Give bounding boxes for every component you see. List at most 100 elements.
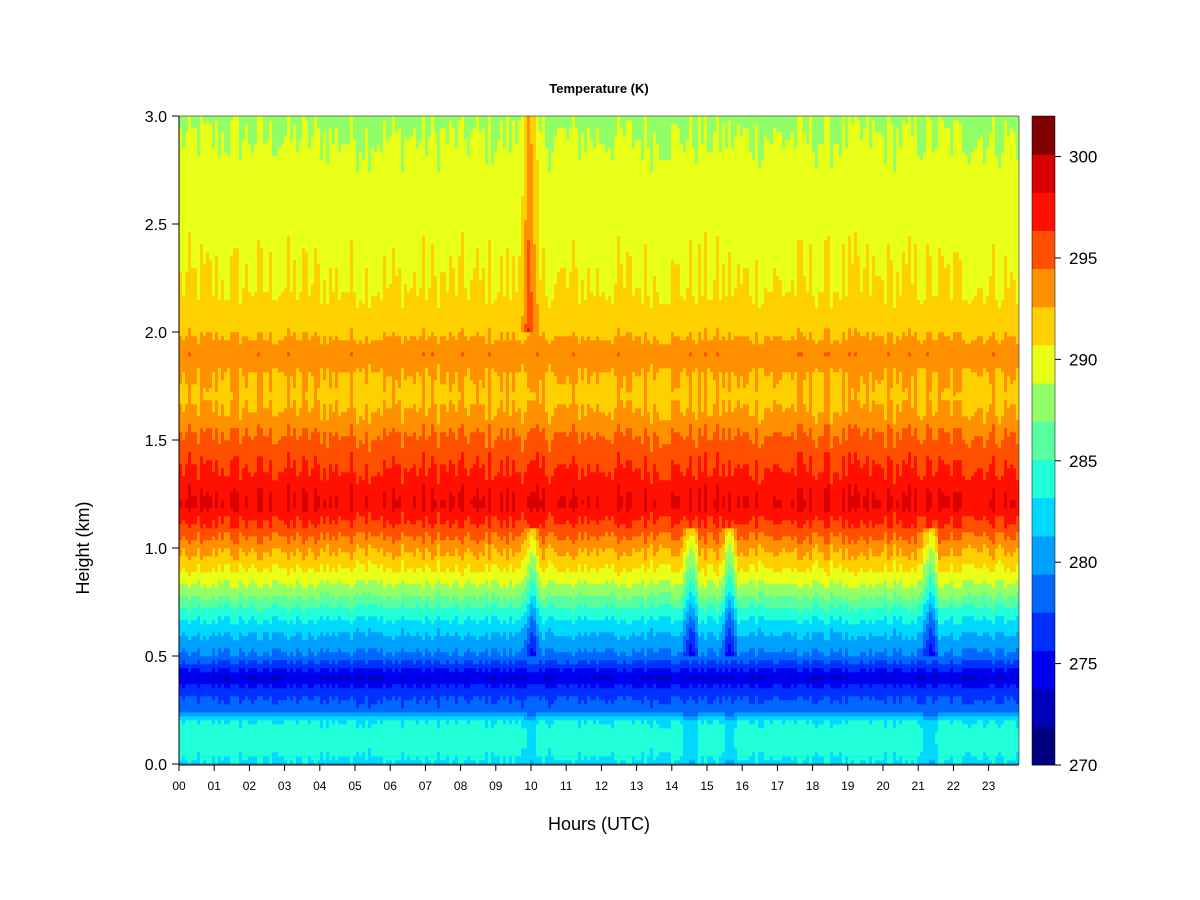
heatmap-cell (446, 412, 450, 437)
heatmap-cell (461, 712, 465, 717)
heatmap-cell (461, 656, 465, 665)
heatmap-cell (233, 672, 237, 685)
heatmap-cell (449, 588, 453, 601)
heatmap-cell (212, 620, 216, 633)
heatmap-cell (482, 760, 486, 764)
heatmap-cell (389, 620, 393, 637)
heatmap-cell (635, 636, 639, 653)
heatmap-cell (665, 660, 669, 669)
heatmap-cell (278, 412, 282, 441)
heatmap-cell (497, 660, 501, 669)
heatmap-cell (623, 288, 627, 337)
heatmap-cell (545, 632, 549, 649)
heatmap-cell (662, 160, 666, 305)
heatmap-cell (665, 304, 669, 345)
heatmap-cell (392, 624, 396, 641)
heatmap-cell (212, 440, 216, 473)
heatmap-cell (665, 648, 669, 661)
heatmap-cell (215, 716, 219, 721)
heatmap-cell (332, 116, 336, 145)
heatmap-cell (332, 340, 336, 373)
heatmap-cell (281, 340, 285, 373)
heatmap-cell (593, 440, 597, 473)
heatmap-cell (326, 704, 330, 713)
heatmap-cell (578, 580, 582, 593)
heatmap-cell (704, 116, 708, 233)
heatmap-cell (299, 668, 303, 689)
heatmap-cell (587, 668, 591, 685)
heatmap-cell (488, 512, 492, 529)
heatmap-cell (458, 492, 462, 509)
heatmap-cell (392, 588, 396, 601)
heatmap-cell (512, 120, 516, 257)
heatmap-cell (539, 500, 543, 509)
heatmap-cell (266, 652, 270, 661)
heatmap-cell (236, 428, 240, 457)
heatmap-cell (437, 668, 441, 677)
heatmap-cell (242, 584, 246, 597)
heatmap-cell (620, 388, 624, 401)
heatmap-cell (332, 680, 336, 689)
heatmap-cell (701, 724, 705, 757)
heatmap-cell (509, 596, 513, 605)
heatmap-cell (482, 540, 486, 557)
heatmap-cell (461, 696, 465, 713)
heatmap-cell (614, 116, 618, 137)
heatmap-cell (686, 668, 690, 689)
heatmap-cell (389, 712, 393, 717)
heatmap-cell (275, 616, 279, 633)
heatmap-cell (263, 472, 267, 521)
heatmap-cell (479, 432, 483, 469)
heatmap-cell (230, 508, 234, 529)
heatmap-cell (710, 668, 714, 677)
heatmap-cell (575, 760, 579, 764)
heatmap-cell (305, 556, 309, 573)
heatmap-cell (314, 684, 318, 697)
heatmap-cell (257, 424, 261, 457)
heatmap-cell (422, 356, 426, 425)
heatmap-cell (197, 116, 201, 157)
heatmap-cell (611, 604, 615, 617)
heatmap-cell (431, 612, 435, 625)
heatmap-cell (512, 460, 516, 493)
heatmap-cell (332, 584, 336, 597)
heatmap-cell (719, 152, 723, 301)
heatmap-cell (449, 712, 453, 717)
heatmap-cell (647, 548, 651, 569)
heatmap-cell (407, 408, 411, 437)
heatmap-cell (605, 724, 609, 757)
heatmap-cell (590, 436, 594, 473)
heatmap-cell (266, 116, 270, 141)
heatmap-cell (449, 428, 453, 461)
heatmap-cell (440, 384, 444, 405)
heatmap-cell (668, 516, 672, 533)
heatmap-cell (683, 340, 687, 369)
heatmap-cell (647, 688, 651, 701)
heatmap-cell (722, 752, 726, 764)
heatmap-cell (326, 712, 330, 717)
heatmap-cell (485, 688, 489, 705)
heatmap-cell (422, 588, 426, 601)
heatmap-cell (707, 532, 711, 549)
heatmap-cell (200, 456, 204, 489)
heatmap-cell (596, 268, 600, 337)
heatmap-cell (353, 700, 357, 713)
heatmap-cell (716, 716, 720, 721)
heatmap-cell (674, 636, 678, 657)
heatmap-cell (653, 668, 657, 685)
heatmap-cell (239, 616, 243, 633)
heatmap-cell (620, 720, 624, 761)
heatmap-cell (344, 596, 348, 609)
heatmap-cell (488, 640, 492, 657)
heatmap-cell (566, 288, 570, 337)
heatmap-cell (590, 632, 594, 653)
heatmap-cell (344, 680, 348, 689)
heatmap-cell (692, 148, 696, 297)
heatmap-cell (419, 552, 423, 569)
heatmap-cell (377, 536, 381, 553)
heatmap-cell (554, 284, 558, 337)
heatmap-cell (719, 712, 723, 717)
heatmap-cell (422, 560, 426, 573)
heatmap-cell (683, 652, 687, 657)
heatmap-cell (581, 668, 585, 685)
